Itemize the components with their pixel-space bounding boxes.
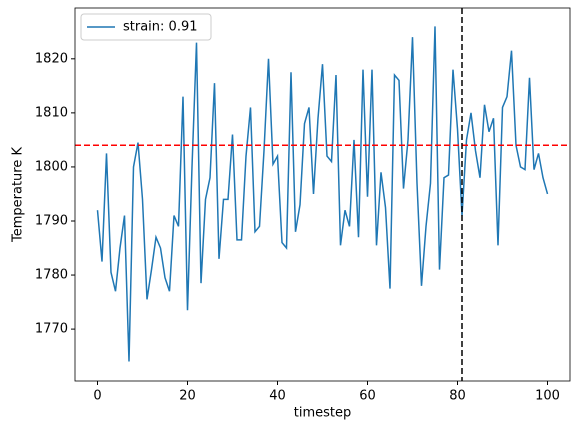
x-tick-label: 0 bbox=[93, 389, 101, 404]
x-axis-label: timestep bbox=[294, 406, 352, 421]
y-tick-label: 1780 bbox=[35, 268, 68, 283]
y-axis-label: Temperature K bbox=[11, 147, 26, 243]
x-tick-label: 80 bbox=[449, 389, 466, 404]
legend-box bbox=[80, 13, 212, 41]
x-tick-label: 40 bbox=[269, 389, 286, 404]
x-tick-label: 60 bbox=[359, 389, 376, 404]
y-tick-label: 1770 bbox=[35, 322, 68, 337]
plot-frame bbox=[74, 7, 571, 382]
y-tick-label: 1810 bbox=[35, 105, 68, 120]
y-tick-label: 1790 bbox=[35, 213, 68, 228]
x-tick-label: 20 bbox=[179, 389, 196, 404]
y-tick-label: 1800 bbox=[35, 159, 68, 174]
y-tick-label: 1820 bbox=[35, 51, 68, 66]
legend-label: strain: 0.91 bbox=[123, 20, 198, 35]
series-line bbox=[96, 26, 549, 362]
x-tick-label: 100 bbox=[535, 389, 560, 404]
